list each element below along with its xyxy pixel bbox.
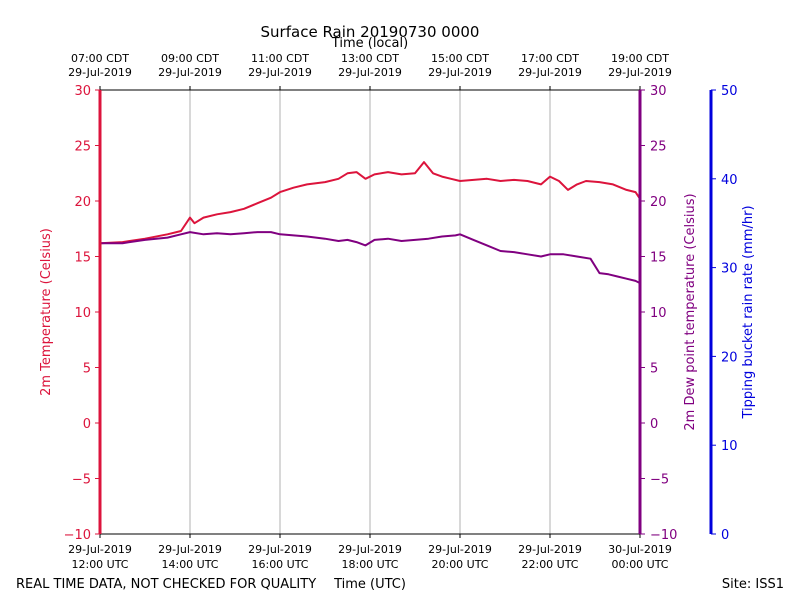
temperature-line <box>99 161 641 245</box>
right-tick-label: 30 <box>650 84 667 99</box>
top-tick-time: 19:00 CDT <box>611 52 669 65</box>
series-layer <box>99 161 641 284</box>
bottom-tick-time: 14:00 UTC <box>161 558 218 571</box>
right-axis-label: 2m Dew point temperature (Celsius) <box>683 193 698 430</box>
left-tick-label: 30 <box>74 84 91 99</box>
right-tick-label: 15 <box>650 251 667 266</box>
left-tick-label: 20 <box>74 195 91 210</box>
far-right-tick-label: 30 <box>721 262 738 277</box>
left-tick-label: 0 <box>83 417 91 432</box>
top-tick-date: 29-Jul-2019 <box>158 66 222 79</box>
far-right-tick-label: 20 <box>721 350 738 365</box>
bottom-tick-time: 00:00 UTC <box>611 558 668 571</box>
chart-title: Surface Rain 20190730 0000 <box>261 23 480 41</box>
top-tick-date: 29-Jul-2019 <box>338 66 402 79</box>
bottom-axis-label: Time (UTC) <box>333 577 406 592</box>
bottom-tick-date: 29-Jul-2019 <box>158 543 222 556</box>
bottom-tick-date: 29-Jul-2019 <box>68 543 132 556</box>
gridlines <box>189 90 551 534</box>
top-tick-time: 17:00 CDT <box>521 52 579 65</box>
top-tick-time: 11:00 CDT <box>251 52 309 65</box>
dewpoint-line <box>100 231 641 284</box>
bottom-tick-time: 12:00 UTC <box>71 558 128 571</box>
bottom-tick-time: 20:00 UTC <box>431 558 488 571</box>
bottom-tick-time: 18:00 UTC <box>341 558 398 571</box>
right-tick-label: 25 <box>650 140 667 155</box>
right-tick-label: −10 <box>650 528 677 543</box>
top-tick-time: 09:00 CDT <box>161 52 219 65</box>
bottom-tick-date: 29-Jul-2019 <box>518 543 582 556</box>
top-tick-time: 07:00 CDT <box>71 52 129 65</box>
left-axis-label: 2m Temperature (Celsius) <box>39 228 54 396</box>
top-tick-date: 29-Jul-2019 <box>248 66 312 79</box>
left-tick-label: 5 <box>83 362 91 377</box>
far-right-axis-label: Tipping bucket rain rate (mm/hr) <box>741 205 756 419</box>
right-tick-label: −5 <box>650 473 669 488</box>
far-right-tick-label: 40 <box>721 173 738 188</box>
far-right-tick-label: 50 <box>721 84 738 99</box>
quality-note: REAL TIME DATA, NOT CHECKED FOR QUALITY <box>16 577 316 592</box>
top-tick-time: 15:00 CDT <box>431 52 489 65</box>
axes-ticks: 29-Jul-2019 12:00 UTC 29-Jul-2019 14:00 UTC… <box>64 52 738 571</box>
left-tick-label: −5 <box>72 473 91 488</box>
top-tick-date: 29-Jul-2019 <box>428 66 492 79</box>
right-tick-label: 10 <box>650 306 667 321</box>
top-tick-date: 29-Jul-2019 <box>68 66 132 79</box>
top-tick-date: 29-Jul-2019 <box>518 66 582 79</box>
bottom-tick-time: 22:00 UTC <box>521 558 578 571</box>
top-tick-time: 13:00 CDT <box>341 52 399 65</box>
left-tick-label: −10 <box>64 528 91 543</box>
left-tick-label: 10 <box>74 306 91 321</box>
site-label: Site: ISS1 <box>722 577 784 592</box>
bottom-tick-date: 29-Jul-2019 <box>428 543 492 556</box>
bottom-tick-date: 29-Jul-2019 <box>248 543 312 556</box>
bottom-tick-time: 16:00 UTC <box>251 558 308 571</box>
bottom-tick-date: 29-Jul-2019 <box>338 543 402 556</box>
top-axis-label: Time (local) <box>331 36 408 51</box>
far-right-tick-label: 10 <box>721 439 738 454</box>
right-tick-label: 0 <box>650 417 658 432</box>
far-right-tick-label: 0 <box>721 528 729 543</box>
right-tick-label: 5 <box>650 362 658 377</box>
bottom-tick-date: 30-Jul-2019 <box>608 543 672 556</box>
left-tick-label: 15 <box>74 251 91 266</box>
left-tick-label: 25 <box>74 140 91 155</box>
top-tick-date: 29-Jul-2019 <box>608 66 672 79</box>
right-tick-label: 20 <box>650 195 667 210</box>
